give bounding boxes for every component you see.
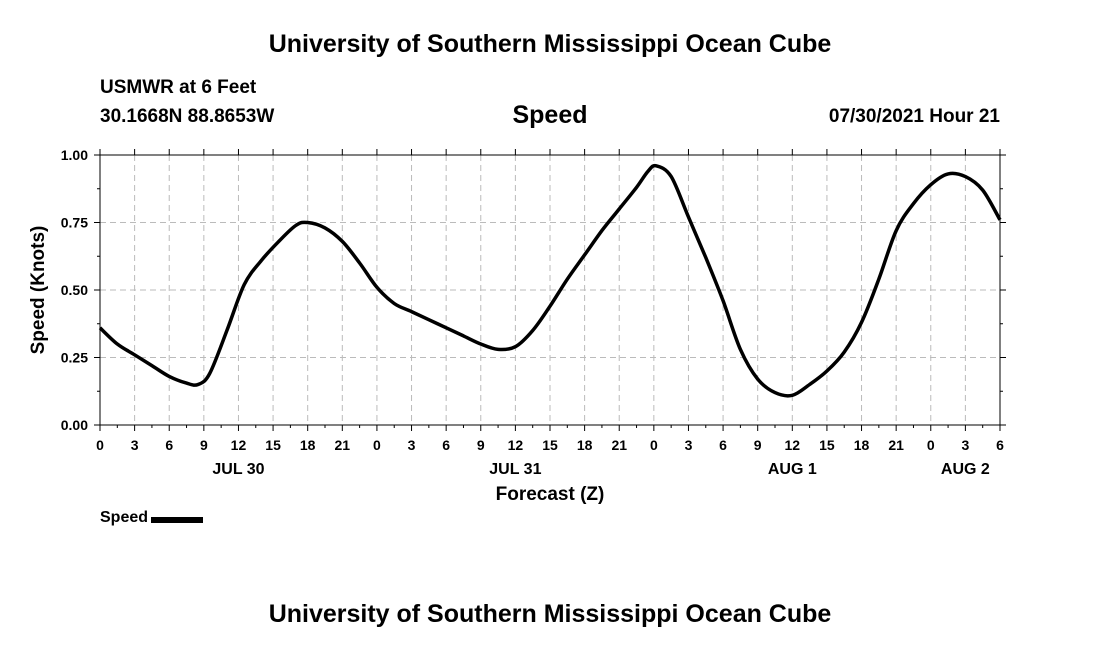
y-tick-label: 0.50 (61, 282, 88, 298)
y-tick-label: 0.25 (61, 350, 88, 366)
chart-ticks (94, 149, 1006, 431)
x-tick-label: 9 (200, 437, 208, 453)
x-tick-label: 18 (577, 437, 593, 453)
x-tick-label: 3 (131, 437, 139, 453)
x-tick-label: 21 (888, 437, 904, 453)
x-tick-label: 0 (96, 437, 104, 453)
station-label: USMWR at 6 Feet (100, 77, 257, 98)
page-title: University of Southern Mississippi Ocean… (268, 30, 832, 58)
date-label: JUL 31 (489, 461, 541, 478)
x-tick-label: 12 (785, 437, 801, 453)
x-tick-label: 9 (477, 437, 485, 453)
x-tick-label: 15 (265, 437, 281, 453)
x-tick-label: 12 (508, 437, 524, 453)
x-axis-label: Forecast (Z) (496, 484, 605, 505)
footer-title: University of Southern Mississippi Ocean… (268, 600, 832, 628)
coordinates-label: 30.1668N 88.8653W (100, 106, 275, 127)
date-label: AUG 2 (941, 461, 990, 478)
x-tick-label: 0 (927, 437, 935, 453)
chart-legend: Speed (100, 509, 204, 527)
x-tick-label: 6 (996, 437, 1004, 453)
y-tick-label: 0.00 (61, 417, 88, 433)
legend-label: Speed (100, 509, 149, 526)
chart-grid (100, 155, 1000, 425)
x-tick-label: 6 (165, 437, 173, 453)
x-tick-label: 9 (754, 437, 762, 453)
series-line-speed (98, 163, 1002, 398)
x-tick-label: 3 (408, 437, 416, 453)
x-tick-label: 6 (719, 437, 727, 453)
date-label: JUL 30 (212, 461, 264, 478)
x-tick-label: 21 (611, 437, 627, 453)
x-tick-label: 18 (300, 437, 316, 453)
date-label: AUG 1 (768, 461, 817, 478)
forecast-date-label: 07/30/2021 Hour 21 (828, 106, 1000, 127)
x-tick-label: 3 (685, 437, 693, 453)
x-tick-label: 0 (650, 437, 658, 453)
x-tick-label: 21 (335, 437, 351, 453)
x-tick-label: 18 (854, 437, 870, 453)
legend-swatch (151, 516, 204, 523)
x-tick-label: 12 (231, 437, 247, 453)
x-tick-label: 6 (442, 437, 450, 453)
y-axis-label: Speed (Knots) (28, 226, 49, 355)
x-tick-label: 15 (819, 437, 835, 453)
x-tick-label: 0 (373, 437, 381, 453)
chart-series (98, 163, 1002, 398)
x-tick-label: 15 (542, 437, 558, 453)
y-tick-label: 0.75 (61, 215, 88, 231)
x-tick-label: 3 (961, 437, 969, 453)
plot-frame (99, 154, 1001, 426)
chart-title: Speed (512, 101, 588, 129)
y-tick-label: 1.00 (61, 147, 88, 163)
chart-labels: 0 3 6 9 12 15 18 21 0 3 6 9 12 15 18 21 0 3 6 9 12 15 18 21 0 3 6 0… (28, 147, 1004, 505)
